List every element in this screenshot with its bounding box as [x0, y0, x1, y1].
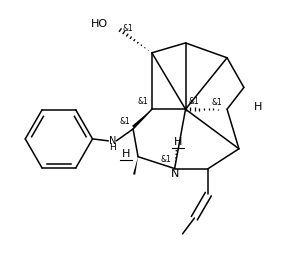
Text: H: H: [122, 149, 130, 159]
Polygon shape: [132, 109, 152, 128]
Text: H: H: [254, 102, 262, 112]
Text: &1: &1: [137, 97, 148, 106]
Text: &1: &1: [122, 24, 133, 33]
Text: H: H: [109, 143, 116, 152]
Text: &1: &1: [161, 155, 172, 164]
Text: N: N: [170, 170, 179, 179]
Text: HO: HO: [91, 19, 108, 29]
Polygon shape: [133, 157, 138, 175]
Text: &1: &1: [211, 98, 222, 107]
Text: N: N: [109, 136, 116, 146]
Text: &1: &1: [119, 117, 130, 126]
Text: &1: &1: [188, 97, 199, 106]
Text: H: H: [173, 137, 182, 147]
